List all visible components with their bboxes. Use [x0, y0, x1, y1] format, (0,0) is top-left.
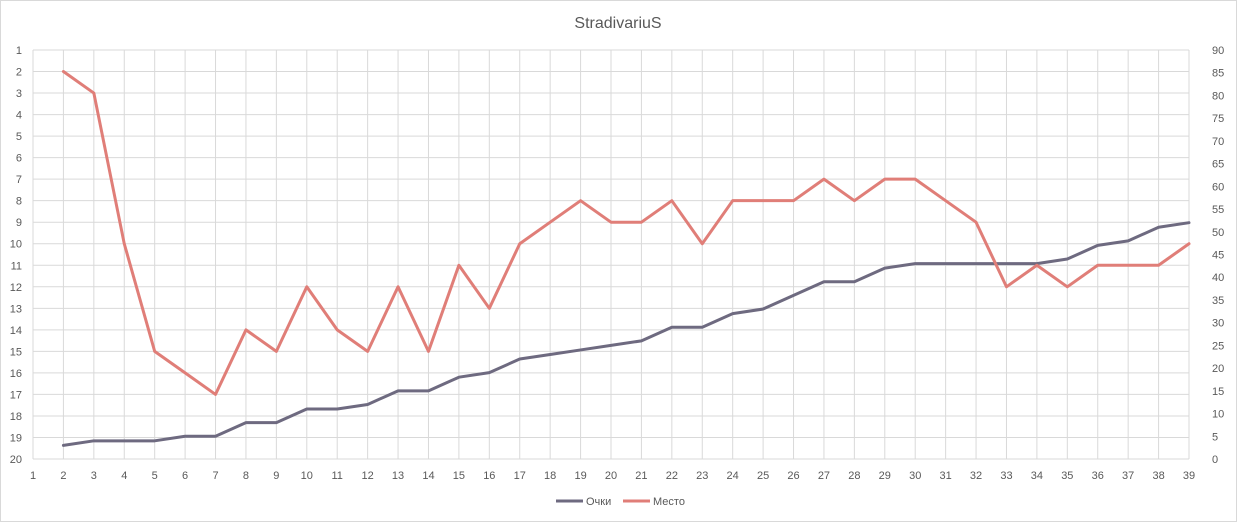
right-tick-label: 55	[1212, 204, 1224, 216]
x-tick-label: 14	[422, 470, 434, 482]
x-tick-label: 24	[727, 470, 739, 482]
right-tick-label: 50	[1212, 227, 1224, 239]
right-tick-label: 20	[1212, 363, 1224, 375]
x-tick-label: 11	[331, 470, 342, 482]
left-tick-label: 17	[10, 389, 22, 401]
x-tick-label: 35	[1061, 470, 1073, 482]
left-tick-label: 20	[10, 454, 22, 466]
x-tick-label: 1	[30, 470, 36, 482]
chart-title: StradivariuS	[574, 15, 661, 32]
x-axis: 1 2 3 4 5 6 7 8 9 10 11 12 13 14 15 16 17 18 19 20 21 22 23 24 2…	[30, 470, 1195, 482]
legend-label: Место	[653, 496, 685, 508]
x-tick-label: 33	[1000, 470, 1012, 482]
right-tick-label: 70	[1212, 136, 1224, 148]
grid	[32, 49, 1190, 460]
x-tick-label: 15	[453, 470, 465, 482]
right-tick-label: 0	[1212, 454, 1218, 466]
x-tick-label: 4	[121, 470, 127, 482]
legend: Очки Место	[556, 496, 685, 508]
right-tick-label: 80	[1212, 90, 1224, 102]
x-tick-label: 38	[1152, 470, 1164, 482]
x-tick-label: 9	[273, 470, 279, 482]
right-tick-label: 35	[1212, 295, 1224, 307]
left-tick-label: 2	[16, 67, 22, 79]
left-tick-label: 6	[16, 153, 22, 165]
right-tick-label: 90	[1212, 45, 1224, 57]
left-tick-label: 10	[10, 239, 22, 251]
x-tick-label: 19	[574, 470, 586, 482]
right-tick-label: 45	[1212, 250, 1224, 262]
x-tick-label: 28	[848, 470, 860, 482]
x-tick-label: 22	[666, 470, 678, 482]
x-tick-label: 30	[909, 470, 921, 482]
left-tick-label: 15	[10, 346, 22, 358]
left-tick-label: 18	[10, 411, 22, 423]
x-tick-label: 23	[696, 470, 708, 482]
x-tick-label: 32	[970, 470, 982, 482]
right-tick-label: 60	[1212, 181, 1224, 193]
right-tick-label: 30	[1212, 318, 1224, 330]
x-tick-label: 10	[301, 470, 313, 482]
series-group	[61, 70, 1191, 447]
left-tick-label: 5	[16, 131, 22, 143]
x-tick-label: 3	[91, 470, 97, 482]
x-tick-label: 7	[212, 470, 218, 482]
right-tick-label: 5	[1212, 431, 1218, 443]
left-tick-label: 7	[16, 174, 22, 186]
x-tick-label: 31	[940, 470, 952, 482]
left-tick-label: 1	[16, 45, 22, 57]
left-tick-label: 9	[16, 217, 22, 229]
x-tick-label: 37	[1122, 470, 1134, 482]
x-tick-label: 26	[787, 470, 799, 482]
left-tick-label: 14	[10, 325, 22, 337]
left-tick-label: 13	[10, 303, 22, 315]
right-tick-label: 85	[1212, 68, 1224, 80]
series-line-2	[61, 70, 1191, 396]
x-tick-label: 21	[635, 470, 647, 482]
left-tick-label: 19	[10, 432, 22, 444]
x-tick-label: 25	[757, 470, 769, 482]
right-tick-label: 65	[1212, 159, 1224, 171]
right-tick-label: 75	[1212, 113, 1224, 125]
series-line-1	[61, 221, 1191, 447]
x-tick-label: 20	[605, 470, 617, 482]
right-tick-label: 40	[1212, 272, 1224, 284]
x-tick-label: 18	[544, 470, 556, 482]
x-tick-label: 27	[818, 470, 830, 482]
left-tick-label: 4	[16, 110, 22, 122]
right-tick-label: 15	[1212, 386, 1224, 398]
x-tick-label: 17	[514, 470, 526, 482]
left-tick-label: 12	[10, 282, 22, 294]
x-tick-label: 16	[483, 470, 495, 482]
left-tick-label: 11	[11, 260, 22, 272]
x-tick-label: 6	[182, 470, 188, 482]
x-tick-label: 36	[1092, 470, 1104, 482]
x-tick-label: 2	[60, 470, 66, 482]
x-tick-label: 34	[1031, 470, 1043, 482]
x-tick-label: 29	[879, 470, 891, 482]
x-tick-label: 39	[1183, 470, 1195, 482]
x-tick-label: 12	[362, 470, 374, 482]
legend-label: Очки	[586, 496, 611, 508]
x-tick-label: 8	[243, 470, 249, 482]
left-tick-label: 3	[16, 88, 22, 100]
x-tick-label: 13	[392, 470, 404, 482]
x-tick-label: 5	[152, 470, 158, 482]
left-tick-label: 16	[10, 368, 22, 380]
right-tick-label: 10	[1212, 409, 1224, 421]
right-tick-label: 25	[1212, 340, 1224, 352]
right-axis: 0 5 10 15 20 25 30 35 40 45 50 55 60 65 70 75 80 85 90	[1212, 45, 1224, 466]
left-tick-label: 8	[16, 196, 22, 208]
